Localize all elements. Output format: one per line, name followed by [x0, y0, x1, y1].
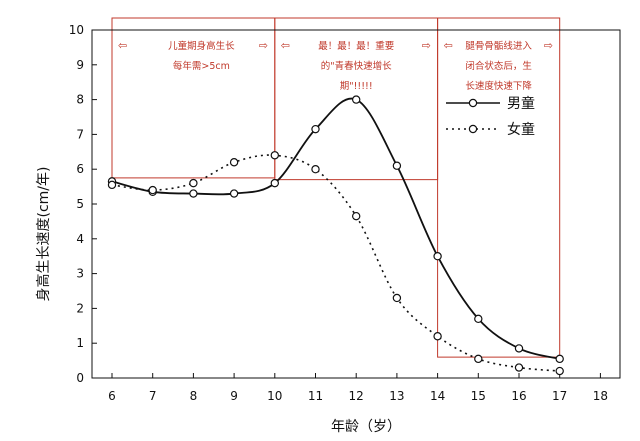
- data-point-boy: [270, 178, 279, 188]
- legend-marker-girl: [468, 124, 478, 134]
- data-point-boy: [555, 354, 564, 364]
- x-tick-label: 13: [389, 389, 404, 403]
- data-point-girl: [433, 332, 442, 341]
- data-point-boy: [514, 344, 524, 353]
- data-point-boy: [433, 252, 442, 261]
- y-tick-label: 1: [76, 336, 84, 350]
- y-tick-label: 2: [76, 301, 84, 315]
- x-tick-label: 6: [108, 389, 116, 403]
- data-point-girl: [148, 185, 157, 195]
- data-point-girl: [229, 158, 239, 167]
- data-point-girl: [311, 164, 320, 174]
- series-layer: [107, 95, 564, 376]
- series-line-girl: [111, 154, 560, 372]
- data-point-girl: [189, 178, 198, 188]
- y-tick-label: 10: [69, 23, 84, 37]
- annotation-text: 最！最！最！重要: [318, 40, 394, 52]
- data-point-boy: [311, 124, 320, 134]
- annotation-arrow-right: ⇨: [544, 39, 553, 52]
- x-tick-label: 9: [230, 389, 238, 403]
- x-tick-label: 18: [593, 389, 608, 403]
- y-tick-label: 9: [76, 58, 84, 72]
- data-point-girl: [474, 354, 483, 364]
- data-point-girl: [555, 366, 564, 376]
- y-tick-label: 3: [76, 267, 84, 281]
- y-tick-label: 0: [76, 371, 84, 385]
- x-tick-label: 12: [349, 389, 364, 403]
- annotation-text: 每年需>5cm: [173, 60, 230, 72]
- data-point-boy: [474, 314, 483, 324]
- data-point-boy: [189, 189, 198, 198]
- annotation-text: 腿骨骨骺线进入: [465, 40, 532, 52]
- annotation-text: 期"!!!!!: [340, 81, 373, 92]
- data-point-girl: [270, 151, 279, 160]
- annotation-text: 儿童期身高生长: [168, 40, 235, 52]
- x-tick-label: 14: [430, 389, 445, 403]
- x-tick-label: 15: [471, 389, 486, 403]
- x-axis-title: 年龄（岁）: [331, 419, 401, 435]
- annotation-arrow-left: ⇦: [281, 39, 290, 52]
- y-tick-label: 8: [76, 93, 84, 107]
- y-tick-label: 5: [76, 197, 84, 211]
- x-tick-label: 17: [552, 389, 567, 403]
- annotation-arrow-left: ⇦: [444, 39, 453, 52]
- annotation-text: 长速度快速下降: [465, 80, 532, 92]
- data-point-girl: [392, 293, 402, 303]
- x-tick-label: 8: [190, 389, 198, 403]
- y-tick-label: 7: [76, 127, 84, 141]
- data-point-girl: [107, 180, 117, 190]
- x-tick-label: 7: [149, 389, 157, 403]
- annotation-text: 的"青春快速增长: [321, 60, 392, 72]
- annotation-arrow-right: ⇨: [422, 39, 431, 52]
- y-axis-title: 身高生长速度(cm/年): [35, 167, 52, 302]
- annotation-arrow-right: ⇨: [259, 39, 268, 52]
- x-tick-label: 16: [511, 389, 526, 403]
- series-line-boy: [111, 97, 560, 360]
- y-tick-label: 6: [76, 162, 84, 176]
- x-tick-label: 10: [267, 389, 282, 403]
- data-point-boy: [352, 95, 361, 104]
- annotation-text: 闭合状态后，生: [465, 60, 532, 72]
- annotation-arrow-left: ⇦: [118, 39, 127, 52]
- annotation-box: [437, 17, 561, 358]
- data-point-girl: [514, 363, 524, 372]
- legend-label-girl: 女童: [507, 121, 535, 138]
- y-tick-label: 4: [76, 232, 84, 246]
- legend-marker-boy: [468, 98, 478, 108]
- data-point-boy: [229, 189, 239, 198]
- data-point-girl: [352, 211, 361, 221]
- legend-label-boy: 男童: [507, 95, 535, 112]
- x-tick-label: 11: [308, 389, 323, 403]
- data-point-boy: [392, 161, 402, 170]
